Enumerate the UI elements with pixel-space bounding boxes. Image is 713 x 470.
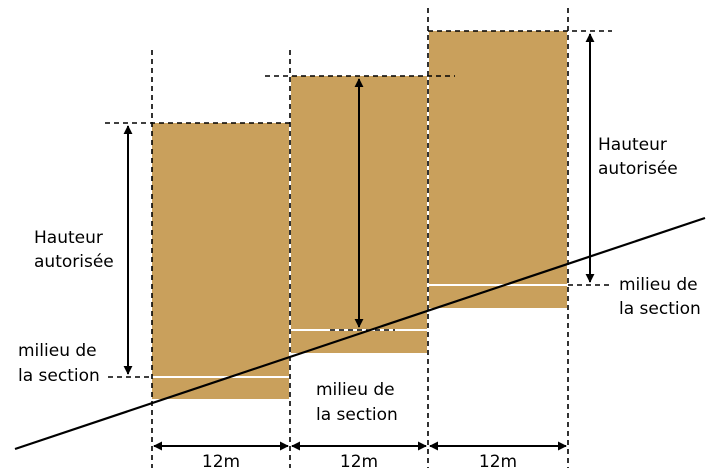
label-milieu-left-line1: milieu de <box>18 341 97 361</box>
block-section-1 <box>152 123 289 399</box>
label-milieu-center-line2: la section <box>316 405 398 425</box>
label-hauteur-left-line1: Hauteur <box>34 228 103 248</box>
label-milieu-right-line1: milieu de <box>619 275 698 295</box>
label-milieu-right-line2: la section <box>619 299 701 319</box>
label-milieu-center-line1: milieu de <box>316 380 395 400</box>
label-hauteur-right-line2: autorisée <box>598 159 678 179</box>
label-milieu-left-line2: la section <box>18 366 100 386</box>
width-label-3: 12m <box>479 452 517 470</box>
width-label-2: 12m <box>340 452 378 470</box>
width-label-1: 12m <box>202 452 240 470</box>
label-hauteur-right-line1: Hauteur <box>598 135 667 155</box>
label-hauteur-left-line2: autorisée <box>34 252 114 272</box>
block-section-3 <box>429 31 567 308</box>
